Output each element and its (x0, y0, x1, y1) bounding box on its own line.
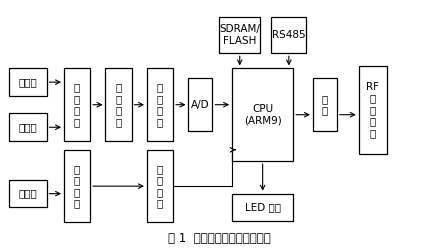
Text: 图 1  电力变压器在线监测系统: 图 1 电力变压器在线监测系统 (168, 232, 270, 245)
FancyBboxPatch shape (64, 68, 90, 141)
Text: 信
号
接
收: 信 号 接 收 (157, 164, 163, 209)
FancyBboxPatch shape (359, 66, 387, 153)
Text: 采
样
保
持: 采 样 保 持 (157, 82, 163, 127)
FancyBboxPatch shape (64, 150, 90, 223)
FancyBboxPatch shape (147, 150, 173, 223)
Text: CPU
(ARM9): CPU (ARM9) (244, 104, 282, 125)
Text: 信
号
隔
离: 信 号 隔 离 (74, 82, 80, 127)
Text: 接
口: 接 口 (322, 94, 328, 115)
FancyBboxPatch shape (10, 113, 46, 141)
FancyBboxPatch shape (232, 194, 293, 221)
Text: 多
路
转
换: 多 路 转 换 (116, 82, 122, 127)
Text: SDRAM/
FLASH: SDRAM/ FLASH (219, 24, 260, 46)
Text: RS485: RS485 (272, 30, 306, 40)
FancyBboxPatch shape (10, 68, 46, 96)
FancyBboxPatch shape (232, 68, 293, 161)
FancyBboxPatch shape (106, 68, 132, 141)
Text: A/D: A/D (191, 100, 210, 110)
FancyBboxPatch shape (188, 78, 212, 131)
FancyBboxPatch shape (313, 78, 337, 131)
FancyBboxPatch shape (10, 180, 46, 207)
Text: 信
号
处
理: 信 号 处 理 (74, 164, 80, 209)
Text: LED 显示: LED 显示 (245, 202, 281, 212)
Text: 变送器: 变送器 (18, 122, 37, 132)
Text: 开关量: 开关量 (18, 189, 37, 199)
Text: 传感器: 传感器 (18, 77, 37, 87)
FancyBboxPatch shape (147, 68, 173, 141)
FancyBboxPatch shape (219, 17, 261, 53)
FancyBboxPatch shape (272, 17, 306, 53)
Text: RF
发
射
模
块: RF 发 射 模 块 (367, 81, 379, 138)
